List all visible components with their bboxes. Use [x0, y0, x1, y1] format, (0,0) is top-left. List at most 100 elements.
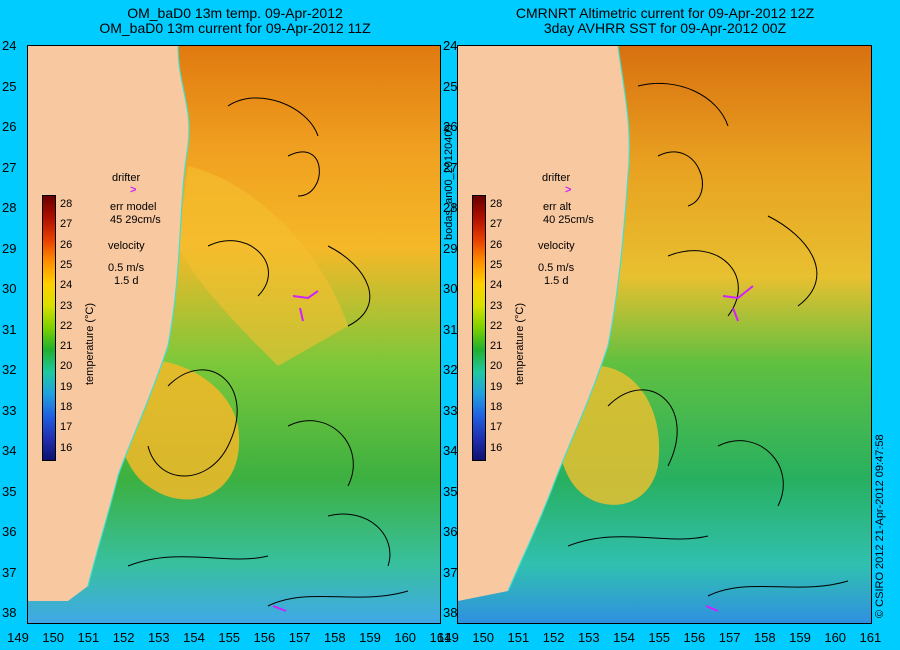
left-err-label: err model [110, 201, 157, 213]
colorbar-tick: 27 [60, 218, 73, 231]
left-drifter-label: drifter [112, 172, 141, 184]
colorbar-tick: 23 [60, 299, 73, 312]
longitude-tick: 155 [648, 630, 671, 645]
colorbar-tick: 23 [490, 299, 503, 312]
latitude-tick: 29 [2, 240, 17, 256]
latitude-tick: 27 [2, 159, 17, 175]
latitude-tick: 32 [443, 362, 458, 377]
left-colorbar [42, 195, 56, 461]
right-panel-title: CMRNRT Altimetric current for 09-Apr-201… [455, 6, 875, 36]
right-err-label: err alt [543, 201, 572, 213]
colorbar-tick: 26 [490, 238, 503, 251]
colorbar-tick: 21 [60, 340, 73, 353]
right-velocity-days: 1.5 d [544, 275, 569, 287]
longitude-tick: 157 [718, 630, 741, 645]
latitude-tick: 35 [443, 483, 458, 499]
longitude-tick: 158 [753, 630, 776, 645]
longitude-tick: 158 [323, 630, 346, 645]
latitude-tick: 33 [2, 402, 17, 418]
colorbar-tick: 22 [60, 319, 73, 332]
left-panel-title: OM_baD0 13m temp. 09-Apr-2012 OM_baD0 13… [30, 6, 440, 36]
colorbar-tick: 28 [490, 198, 503, 210]
colorbar-tick: 17 [490, 421, 503, 434]
right-map-panel [457, 45, 872, 624]
latitude-tick: 36 [2, 524, 17, 539]
colorbar-tick: 16 [490, 441, 503, 454]
current-streamlines [567, 82, 849, 597]
latitude-tick: 28 [443, 200, 458, 215]
left-velocity-label: velocity [108, 240, 145, 252]
colorbar-tick: 19 [60, 380, 73, 393]
longitude-tick: 154 [183, 630, 205, 645]
longitude-tick: 151 [77, 630, 100, 645]
left-title-line2: OM_baD0 13m current for 09-Apr-2012 11Z [99, 20, 371, 36]
longitude-tick: 152 [112, 630, 135, 645]
latitude-tick: 28 [2, 200, 17, 215]
left-drifter-icon: > [130, 184, 137, 196]
colorbar-tick: 22 [490, 319, 503, 332]
latitude-tick: 32 [2, 362, 17, 377]
longitude-tick: 152 [542, 630, 565, 645]
latitude-tick: 36 [443, 524, 458, 539]
colorbar-tick: 24 [490, 279, 503, 292]
right-drifter-label: drifter [542, 172, 571, 184]
longitude-tick: 159 [789, 630, 811, 645]
colorbar-tick: 18 [490, 401, 503, 413]
longitude-tick: 153 [577, 630, 600, 645]
colorbar-tick: 27 [490, 218, 503, 231]
colorbar-tick: 17 [60, 421, 73, 434]
current-streamlines [127, 97, 409, 607]
latitude-tick: 38 [2, 605, 17, 620]
right-colorbar-label: temperature (°C) [514, 302, 526, 385]
latitude-tick: 24 [2, 38, 17, 53]
left-velocity-scale: 0.5 m/s [108, 262, 145, 274]
longitude-tick: 151 [507, 630, 530, 645]
colorbar-tick: 25 [490, 258, 503, 271]
longitude-tick: 149 [437, 630, 459, 645]
land-mass [458, 46, 630, 601]
colorbar-tick: 18 [60, 401, 73, 413]
latitude-tick: 26 [2, 119, 17, 134]
longitude-tick: 153 [147, 630, 170, 645]
latitude-tick: 30 [2, 281, 17, 296]
latitude-tick: 24 [443, 38, 458, 53]
longitude-tick: 150 [472, 630, 495, 645]
right-title-line1: CMRNRT Altimetric current for 09-Apr-201… [515, 5, 815, 21]
left-title-line1: OM_baD0 13m temp. 09-Apr-2012 [127, 5, 343, 21]
warm-band [178, 166, 348, 366]
left-map-panel [27, 45, 441, 624]
right-err-value: 40 25cm/s [543, 214, 594, 226]
right-velocity-label: velocity [538, 240, 575, 252]
latitude-tick: 25 [2, 78, 17, 94]
colorbar-tick: 25 [60, 258, 73, 271]
longitude-tick: 154 [613, 630, 635, 645]
longitude-tick: 156 [253, 630, 276, 645]
right-colorbar [472, 195, 486, 461]
colorbar-tick: 19 [490, 380, 503, 393]
longitude-tick: 156 [683, 630, 706, 645]
right-velocity-scale: 0.5 m/s [538, 262, 575, 274]
right-drifter-icon: > [565, 184, 572, 196]
longitude-tick: 150 [42, 630, 65, 645]
latitude-tick: 31 [2, 321, 17, 337]
drifter-tracks [272, 290, 319, 612]
colorbar-tick: 21 [490, 340, 503, 353]
longitude-tick: 160 [394, 630, 417, 645]
latitude-tick: 26 [443, 119, 458, 134]
longitude-tick: 161 [859, 630, 882, 645]
latitude-tick: 33 [443, 402, 458, 418]
left-map-canvas [28, 46, 440, 623]
latitude-tick: 30 [443, 281, 458, 296]
coastline [87, 46, 190, 587]
colorbar-tick: 16 [60, 441, 73, 454]
colorbar-tick: 20 [60, 360, 73, 373]
drifter-tracks [705, 285, 754, 612]
longitude-tick: 157 [288, 630, 311, 645]
longitude-tick: 159 [359, 630, 381, 645]
left-velocity-days: 1.5 d [114, 275, 139, 287]
coastline [507, 46, 630, 592]
latitude-tick: 34 [443, 443, 458, 458]
latitude-tick: 27 [443, 159, 458, 175]
left-err-value: 45 29cm/s [110, 214, 161, 226]
latitude-tick: 34 [2, 443, 17, 458]
